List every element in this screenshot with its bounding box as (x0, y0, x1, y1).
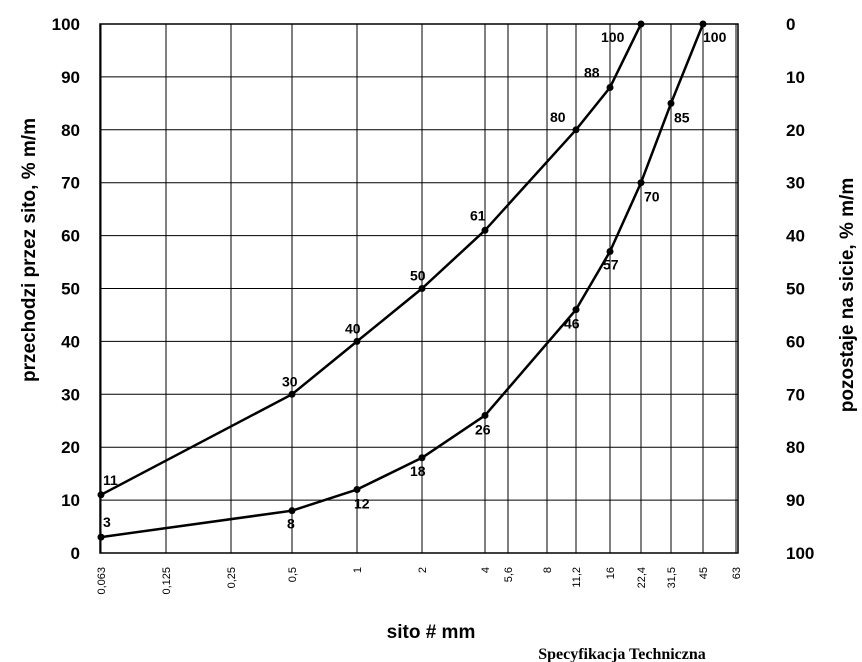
y-tick-left: 90 (61, 68, 80, 87)
data-point (637, 179, 645, 187)
y-tick-left: 30 (61, 385, 80, 404)
y-tick-right: 70 (786, 385, 805, 404)
y-tick-right: 40 (786, 227, 805, 246)
x-tick: 16 (605, 567, 617, 579)
x-tick: 0,5 (287, 567, 299, 582)
data-label: 100 (601, 29, 625, 45)
y-tick-left: 20 (61, 438, 80, 457)
y-tick-right: 100 (786, 544, 814, 563)
y-tick-right: 50 (786, 280, 805, 299)
y-tick-right: 10 (786, 68, 805, 87)
y-tick-right: 20 (786, 121, 805, 140)
x-axis-title: sito # mm (387, 622, 476, 643)
data-label: 40 (345, 320, 361, 336)
data-label: 85 (674, 109, 690, 125)
chart-grid (99, 23, 739, 554)
data-point (572, 126, 580, 134)
footer-text: Specyfikacja Techniczna (538, 646, 706, 662)
data-point (353, 486, 361, 494)
x-tick: 11,2 (571, 567, 583, 588)
data-label: 3 (103, 514, 111, 530)
x-axis-ticks: 0,063 0,125 0,25 0,5 1 2 4 5,6 8 11,2 16 22,4 31,5 45… (96, 567, 743, 595)
data-label: 12 (354, 496, 370, 512)
x-tick: 0,125 (161, 567, 173, 595)
y-tick-left: 70 (61, 174, 80, 193)
x-tick: 4 (480, 567, 492, 573)
x-tick: 22,4 (636, 567, 648, 588)
data-point (353, 337, 361, 345)
x-tick: 63 (731, 567, 743, 579)
x-tick: 1 (352, 567, 364, 573)
data-point (418, 285, 426, 292)
grading-curves (97, 20, 707, 541)
data-point (667, 99, 675, 107)
y-axis-title-left: przechodzi przez sito, % m/m (19, 118, 40, 382)
data-point (97, 491, 105, 499)
x-tick: 8 (542, 567, 554, 573)
y-tick-right: 90 (786, 491, 805, 510)
data-point (97, 533, 105, 541)
data-point (699, 20, 707, 28)
y-tick-right: 30 (786, 174, 805, 193)
x-tick: 0,063 (96, 567, 108, 595)
y-axis-title-right: pozostaje na sicie, % m/m (837, 178, 858, 412)
y-tick-left: 0 (71, 544, 80, 563)
data-label: 26 (475, 421, 491, 437)
data-labels: 11 30 40 50 61 80 88 100 3 8 12 18 26 46 57 70 85 100 (103, 29, 727, 532)
x-tick: 31,5 (666, 567, 678, 588)
x-tick: 5,6 (503, 567, 515, 582)
data-label: 50 (410, 268, 426, 284)
data-point (288, 507, 296, 515)
y-tick-left: 50 (61, 280, 80, 299)
y-tick-left: 60 (61, 227, 80, 246)
data-label: 57 (603, 256, 619, 272)
x-tick: 0,25 (226, 567, 238, 588)
data-point (288, 390, 296, 398)
data-label: 80 (550, 109, 566, 125)
data-point (481, 411, 489, 419)
y-axis-ticks: 1009080706050403020100010203040506070809… (52, 15, 815, 563)
data-label: 18 (410, 463, 426, 479)
y-tick-left: 40 (61, 332, 80, 351)
y-tick-right: 60 (786, 332, 805, 351)
data-label: 100 (703, 29, 727, 45)
x-tick: 2 (417, 567, 429, 573)
data-label: 88 (584, 64, 600, 80)
data-label: 8 (287, 516, 295, 532)
plot-frame (99, 23, 739, 554)
y-tick-right: 80 (786, 438, 805, 457)
grading-curve-line (100, 23, 643, 496)
data-point (418, 454, 426, 462)
grading-curve-line (100, 23, 705, 539)
data-point (572, 306, 580, 314)
y-tick-left: 100 (52, 15, 80, 34)
x-tick: 45 (698, 567, 710, 579)
y-tick-right: 0 (786, 15, 795, 34)
data-point (637, 20, 645, 28)
data-label: 61 (470, 207, 486, 223)
data-label: 46 (564, 316, 580, 332)
data-label: 11 (103, 472, 118, 488)
data-point (481, 226, 489, 234)
y-tick-left: 80 (61, 121, 80, 140)
data-point (606, 83, 614, 91)
data-label: 30 (282, 373, 298, 389)
y-tick-left: 10 (61, 491, 80, 510)
data-label: 70 (644, 189, 660, 205)
data-point (606, 247, 614, 255)
